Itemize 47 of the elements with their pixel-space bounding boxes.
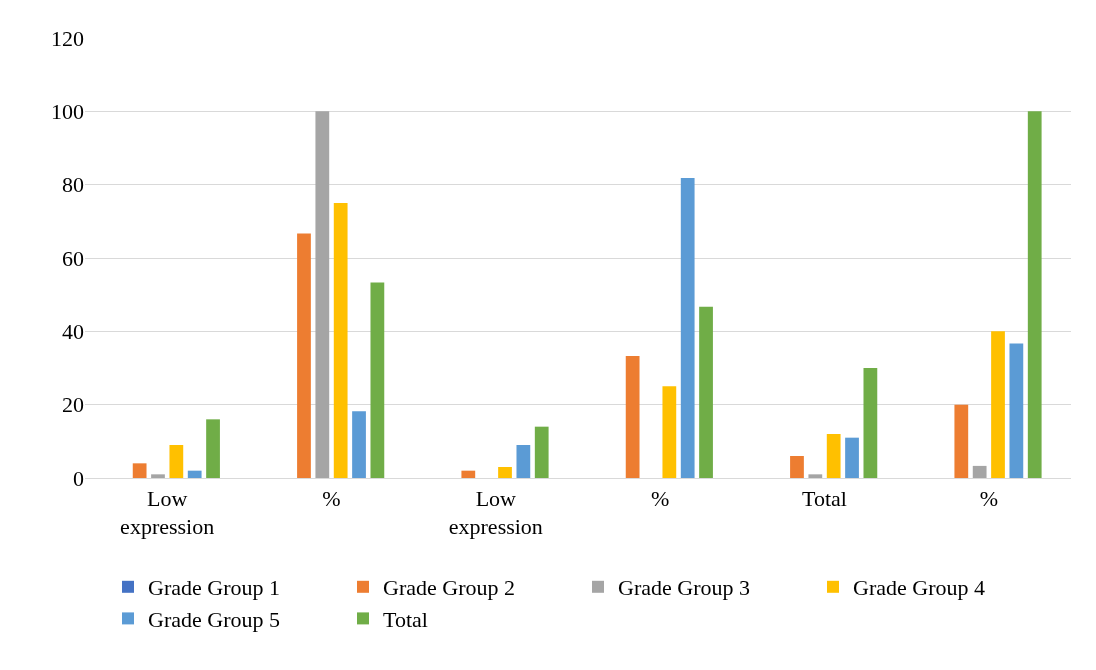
bar (461, 470, 476, 478)
bar (352, 411, 366, 478)
x-tick-label: Low expression (120, 485, 215, 540)
bar (863, 368, 878, 478)
x-tick-label: Total (802, 485, 847, 511)
legend-label: Grade Group 5 (148, 606, 280, 632)
legend-label: Grade Group 3 (618, 575, 750, 601)
bar (1009, 343, 1024, 478)
bar (808, 474, 823, 478)
x-tick-label: % (322, 485, 341, 511)
bar (826, 434, 841, 478)
y-tick-label: 40 (62, 319, 84, 345)
x-tick-label: % (979, 485, 998, 511)
legend-label: Grade Group 2 (383, 575, 515, 601)
legend-label: Grade Group 1 (148, 575, 280, 601)
bar (516, 445, 531, 478)
bar (991, 331, 1005, 478)
bar (699, 306, 713, 478)
y-tick-label: 80 (62, 172, 84, 198)
bar (680, 178, 695, 478)
bar (187, 470, 202, 478)
bar (132, 463, 147, 478)
x-tick-label: Low expression (448, 485, 543, 540)
x-tick-label: % (651, 485, 670, 511)
bar (790, 456, 804, 478)
y-tick-label: 0 (73, 465, 84, 491)
bar (370, 282, 385, 478)
legend-label: Grade Group 4 (853, 575, 985, 601)
bar (845, 437, 859, 478)
bar (206, 419, 220, 478)
bar (662, 386, 677, 478)
y-tick-label: 120 (51, 25, 84, 51)
bar (534, 426, 549, 478)
y-tick-label: 20 (62, 392, 84, 418)
bar (625, 355, 640, 478)
bar (297, 233, 311, 478)
bar (169, 445, 184, 478)
bar (498, 467, 512, 478)
y-tick-label: 60 (62, 245, 84, 271)
bar (1027, 111, 1042, 478)
bar (315, 111, 330, 478)
y-tick-label: 100 (51, 99, 84, 125)
legend-label: Total (383, 606, 428, 632)
bar (333, 203, 348, 478)
bar (151, 474, 165, 478)
bar (954, 404, 969, 478)
bar (972, 465, 987, 478)
